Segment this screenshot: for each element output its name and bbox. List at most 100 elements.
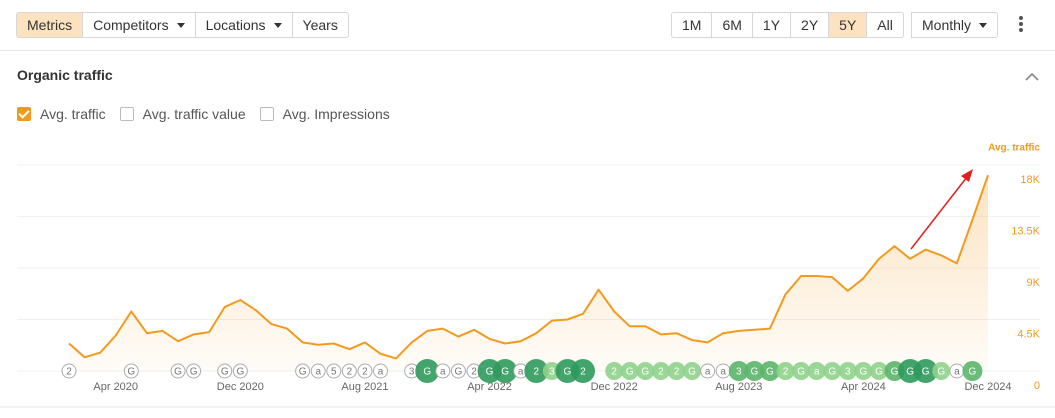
annotation-arrow bbox=[910, 176, 968, 250]
event-label: 3 bbox=[845, 367, 851, 378]
event-marker bbox=[651, 362, 670, 380]
checkbox[interactable]: Avg. traffic bbox=[17, 106, 106, 122]
event-label: G bbox=[127, 367, 135, 378]
event-label: G bbox=[750, 367, 758, 378]
event-label: G bbox=[875, 367, 883, 378]
event-marker bbox=[310, 363, 326, 379]
event-label: a bbox=[720, 367, 726, 378]
event-label: G bbox=[797, 367, 805, 378]
x-tick-label: Dec 2022 bbox=[591, 381, 638, 393]
tab-button[interactable]: Locations bbox=[194, 12, 293, 38]
event-marker bbox=[415, 359, 440, 383]
event-label: G bbox=[423, 367, 431, 378]
event-label: G bbox=[626, 367, 634, 378]
event-label: 2 bbox=[362, 367, 368, 378]
event-marker bbox=[962, 361, 983, 381]
event-label: G bbox=[564, 367, 572, 378]
checkbox-label: Avg. Impressions bbox=[282, 106, 390, 122]
event-marker bbox=[450, 363, 466, 379]
divider bbox=[0, 50, 1055, 51]
checkbox-label: Avg. traffic value bbox=[142, 106, 246, 122]
checkbox-box bbox=[259, 107, 274, 121]
event-label: G bbox=[688, 367, 696, 378]
event-label: a bbox=[378, 367, 384, 378]
y-tick-label: 9K bbox=[1027, 277, 1041, 289]
tab-label: Years bbox=[302, 17, 338, 33]
event-label: 2 bbox=[534, 367, 540, 378]
event-marker bbox=[700, 363, 716, 379]
tab-button[interactable]: 1M bbox=[671, 12, 713, 38]
tab-button[interactable]: 6M bbox=[711, 12, 753, 38]
event-marker bbox=[744, 361, 765, 381]
tab-button[interactable]: 1Y bbox=[751, 12, 792, 38]
event-label: G bbox=[828, 367, 836, 378]
event-marker bbox=[186, 363, 202, 379]
tab-label: 1M bbox=[682, 17, 702, 33]
interval-dropdown[interactable]: Monthly bbox=[911, 12, 999, 38]
tab-button[interactable]: All bbox=[866, 12, 904, 38]
event-marker bbox=[776, 362, 795, 380]
y-tick-label: 13.5K bbox=[1011, 225, 1040, 237]
event-label: 5 bbox=[331, 367, 337, 378]
checkbox[interactable]: Avg. traffic value bbox=[119, 106, 246, 122]
tab-button[interactable]: 2Y bbox=[790, 12, 830, 38]
event-marker bbox=[838, 362, 857, 380]
more-menu[interactable] bbox=[1019, 16, 1023, 32]
checkbox-row: Avg. traffic Avg. traffic value Avg. Impre… bbox=[17, 106, 404, 122]
event-label: a bbox=[705, 367, 711, 378]
collapse-icon[interactable] bbox=[1024, 70, 1044, 82]
interval-label: Monthly bbox=[922, 17, 972, 33]
x-tick-label: Apr 2024 bbox=[841, 381, 886, 393]
tab-button[interactable]: Competitors bbox=[82, 12, 196, 38]
event-marker bbox=[170, 363, 186, 379]
event-marker bbox=[620, 362, 639, 380]
tab-label: 2Y bbox=[801, 17, 819, 33]
event-marker bbox=[357, 363, 373, 379]
event-label: G bbox=[174, 367, 182, 378]
tab-label: Metrics bbox=[27, 17, 73, 33]
event-marker bbox=[807, 362, 826, 380]
event-label: 2 bbox=[66, 367, 72, 378]
event-label: a bbox=[315, 367, 321, 378]
event-marker bbox=[326, 363, 342, 379]
x-tick-label: Aug 2021 bbox=[341, 381, 388, 393]
caret bbox=[979, 23, 988, 28]
caret bbox=[273, 23, 282, 28]
section-title: Organic traffic bbox=[17, 67, 113, 83]
tab-label: Locations bbox=[205, 17, 266, 33]
event-label: a bbox=[440, 367, 446, 378]
event-marker bbox=[232, 363, 248, 379]
event-label: G bbox=[906, 367, 914, 378]
event-label: G bbox=[486, 367, 494, 378]
event-label: G bbox=[501, 367, 509, 378]
event-label: G bbox=[766, 367, 774, 378]
area bbox=[69, 175, 988, 371]
event-marker bbox=[217, 363, 233, 379]
tab-button[interactable]: Metrics bbox=[16, 12, 84, 38]
checkbox[interactable]: Avg. Impressions bbox=[259, 106, 390, 122]
event-label: 2 bbox=[783, 367, 789, 378]
interval-group: Monthly bbox=[911, 12, 999, 38]
event-marker bbox=[605, 362, 624, 380]
event-label: G bbox=[190, 367, 198, 378]
x-tick-label: Apr 2020 bbox=[93, 381, 138, 393]
event-marker bbox=[524, 359, 549, 383]
event-label: G bbox=[969, 367, 977, 378]
tab-button[interactable]: Years bbox=[291, 12, 349, 38]
range-tabs: 1M 6M 1Y 2Y 5Y All bbox=[671, 12, 904, 38]
checkbox-box bbox=[17, 107, 31, 121]
event-label: 2 bbox=[658, 367, 664, 378]
event-label: G bbox=[922, 367, 930, 378]
event-marker bbox=[932, 362, 951, 380]
tab-label: 6M bbox=[722, 17, 742, 33]
y-tick-label: 18K bbox=[1020, 174, 1040, 186]
event-label: 2 bbox=[471, 367, 477, 378]
caret bbox=[176, 23, 185, 28]
line bbox=[68, 174, 989, 360]
event-label: 3 bbox=[736, 367, 742, 378]
event-marker bbox=[913, 359, 938, 383]
event-label: G bbox=[937, 367, 945, 378]
event-marker bbox=[823, 362, 842, 380]
